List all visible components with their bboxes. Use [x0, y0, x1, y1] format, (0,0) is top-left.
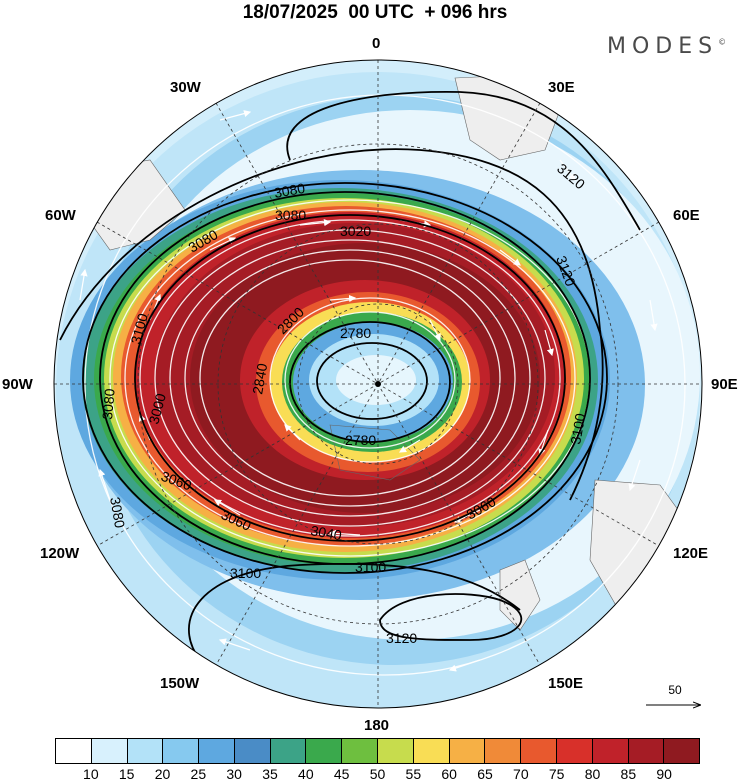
contour-label: 2780	[340, 325, 371, 341]
colorbar-cell	[234, 739, 271, 763]
contour-label: 3080	[273, 180, 307, 201]
colorbar-cell	[91, 739, 128, 763]
contour-label: 3000	[145, 391, 169, 425]
colorbar	[55, 738, 700, 764]
colorbar-tick-label: 40	[298, 766, 314, 782]
reference-vector-label: 50	[668, 683, 682, 697]
contour-label: 3020	[340, 223, 371, 239]
colorbar-cell	[521, 739, 557, 763]
colorbar-tick-label: 30	[226, 766, 242, 782]
colorbar-cell	[163, 739, 200, 763]
colorbar-cell	[592, 739, 629, 763]
colorbar-tick-label: 75	[548, 766, 565, 782]
map-title: 18/07/2025 00 UTC + 096 hrs	[242, 2, 508, 23]
colorbar-tick-label: 35	[262, 766, 278, 782]
contour-label: 3080	[99, 388, 118, 421]
colorbar-cell	[127, 739, 164, 763]
contour-label: 3040	[309, 522, 343, 543]
colorbar-tick-label: 60	[441, 766, 457, 782]
colorbar-ticks: 10 15 20 25 30 35 40 45 50 55 60 65 70 75 80 85 90	[55, 766, 700, 782]
colorbar-tick-label: 85	[620, 766, 637, 782]
colorbar-cell	[449, 739, 486, 763]
contour-label: 3080	[275, 207, 306, 223]
colorbar-cell	[378, 739, 414, 763]
lon-label-90e: 90E	[711, 376, 738, 393]
colorbar-cell	[485, 739, 522, 763]
lon-label-60e: 60E	[673, 207, 700, 224]
contour-label: 3100	[567, 412, 588, 446]
lon-label-120e: 120E	[673, 545, 709, 562]
colorbar-tick-label: 15	[118, 766, 135, 782]
colorbar-tick-label: 50	[369, 766, 386, 782]
colorbar-cell	[56, 739, 92, 763]
colorbar-cell	[413, 739, 450, 763]
contour-label: 3080	[107, 496, 128, 530]
lon-label-60w: 60W	[45, 207, 76, 224]
colorbar-tick-label: 45	[333, 766, 350, 782]
contour-label: 2780	[345, 432, 376, 448]
colorbar-tick-label: 55	[405, 766, 422, 782]
colorbar-tick-label: 10	[83, 766, 99, 782]
lon-label-150e: 150E	[548, 675, 584, 692]
colorbar-cell	[270, 739, 307, 763]
contour-label: 3100	[230, 565, 261, 581]
contour-label: 3120	[386, 630, 417, 646]
lon-label-180: 180	[364, 717, 390, 734]
lon-label-30e: 30E	[548, 79, 575, 96]
colorbar-tick-label: 65	[477, 766, 493, 782]
lon-label-90w: 90W	[2, 376, 33, 393]
polar-map: 3120 3120 3120 3080 3080 3080 3080 3080 …	[53, 59, 703, 709]
colorbar-cell	[199, 739, 235, 763]
colorbar-tick-label: 80	[584, 766, 601, 782]
lon-label-0: 0	[372, 35, 381, 52]
lon-label-150w: 150W	[160, 675, 200, 692]
colorbar-cell	[342, 739, 379, 763]
colorbar-tick-label: 25	[190, 766, 207, 782]
colorbar-cell	[664, 739, 700, 763]
colorbar-cell	[306, 739, 343, 763]
colorbar-cell	[556, 739, 593, 763]
contour-label: 3100	[127, 311, 151, 345]
brand-name: MODES	[607, 34, 719, 59]
contour-label: 2840	[249, 362, 270, 396]
lon-label-120w: 120W	[40, 545, 80, 562]
colorbar-tick-label: 90	[656, 766, 672, 782]
brand-logo: MODES©	[607, 34, 726, 59]
copyright-mark: ©	[718, 37, 727, 47]
colorbar-tick-label: 70	[513, 766, 529, 782]
lon-label-30w: 30W	[170, 79, 201, 96]
colorbar-cell	[628, 739, 665, 763]
colorbar-tick-label: 20	[154, 766, 171, 782]
contour-label: 3100	[355, 559, 386, 575]
